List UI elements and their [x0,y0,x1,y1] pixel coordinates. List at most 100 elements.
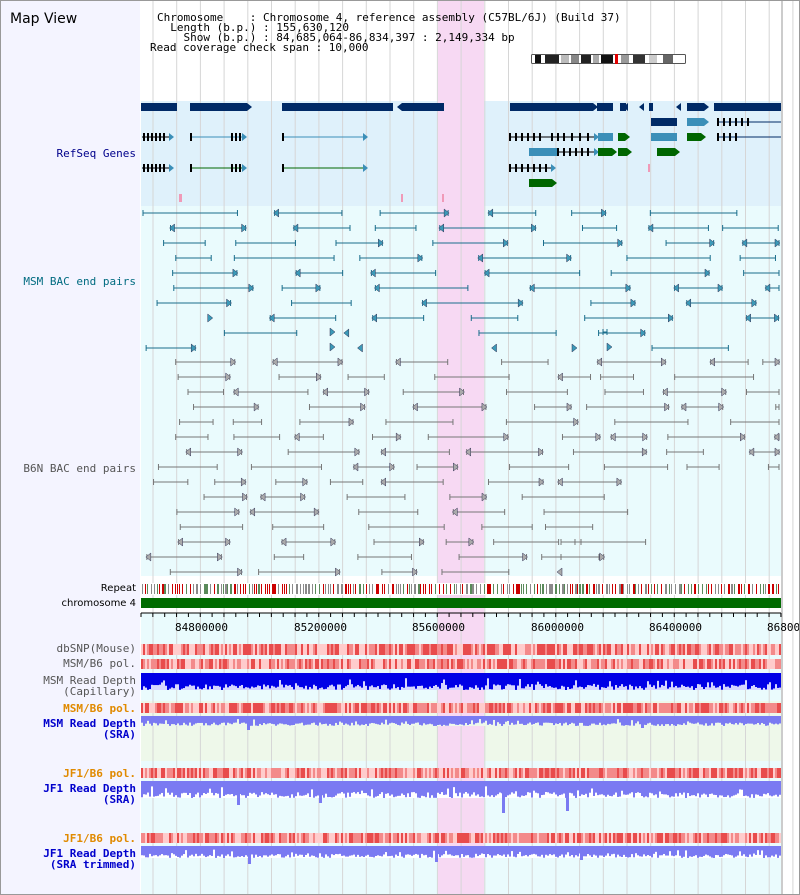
heat-cell [195,833,197,843]
depth-bar [395,673,397,689]
depth-bar [303,673,305,689]
heat-cell [359,659,361,669]
heat-cell [253,768,255,778]
depth-bar [777,716,779,725]
depth-bar [167,781,169,793]
depth-bar [751,716,753,724]
bac-end-arrow [259,492,266,502]
heat-cell [619,833,621,843]
depth-bar [775,781,777,795]
gene-feature [651,118,677,126]
repeat-mark [460,584,461,594]
heat-cell [377,644,379,655]
heat-cell [511,644,513,655]
depth-bar [293,716,295,725]
track-label-repeat: Repeat [100,583,136,594]
heat-cell [693,833,695,843]
depth-bar [459,673,461,685]
bac-end-arrow [685,298,692,308]
heat-cell [721,659,723,669]
heat-cell [599,659,601,669]
depth-bar [347,846,349,857]
depth-bar [721,846,723,857]
depth-bar [601,846,603,856]
depth-bar [365,781,367,794]
heat-cell [719,833,721,843]
depth-bar [253,716,255,720]
heat-cell [351,644,353,655]
depth-bar [289,673,291,686]
heat-cell [563,768,565,778]
depth-bar [493,846,495,856]
exon-mark [509,164,511,172]
depth-bar [291,846,293,853]
bac-end-arrow [599,552,606,562]
depth-bar [381,716,383,723]
heat-cell [347,659,349,669]
chromosome-ideogram[interactable] [531,54,686,64]
depth-bar [743,846,745,855]
heat-cell [383,659,385,669]
depth-bar [165,716,167,721]
heat-cell [435,659,437,669]
depth-bar [339,781,341,794]
heat-cell [191,768,193,778]
depth-bar [671,781,673,797]
depth-bar [281,781,283,797]
depth-bar [619,716,621,723]
heat-cell [665,644,667,655]
depth-bar [323,716,325,724]
heat-cell [367,659,369,669]
depth-spike [502,781,505,813]
heat-cell [409,833,411,843]
heat-cell [251,703,253,713]
depth-bar [239,673,241,686]
repeat-mark [470,584,472,594]
depth-bar [427,673,429,689]
heat-cell [557,644,559,655]
heat-cell [333,659,335,669]
transcript-arrow [242,133,247,141]
heat-cell [713,659,715,669]
heat-cell [437,659,439,669]
depth-bar [495,781,497,796]
repeat-mark [396,584,397,594]
heat-cell [447,833,449,843]
heat-cell [457,659,459,669]
repeat-mark [559,584,560,594]
heat-cell [507,833,509,843]
heat-cell [489,703,491,713]
depth-bar [181,716,183,726]
heat-cell [143,768,145,778]
depth-bar [719,716,721,723]
depth-bar [265,673,267,687]
heat-cell [619,768,621,778]
heat-cell [289,703,291,713]
bac-pair [501,359,549,365]
depth-bar [233,846,235,858]
heat-cell [603,644,605,655]
depth-bar [427,716,429,725]
depth-bar [387,846,389,857]
heat-cell [287,644,289,655]
depth-bar [743,716,745,726]
heat-cell [143,703,145,713]
heat-cell [439,703,441,713]
marker [648,164,650,172]
depth-bar [717,673,719,688]
heat-cell [685,703,687,713]
depth-bar [171,846,173,854]
repeat-mark [217,584,219,594]
depth-bar [489,716,491,724]
heat-cell [237,644,239,655]
depth-bar [463,846,465,857]
depth-bar [363,716,365,726]
axis-tick-label: 86800 [767,621,800,634]
heat-cell [177,644,179,655]
heat-cell [683,644,685,655]
gene-arrow [397,103,402,111]
depth-bar [415,846,417,854]
heat-cell [773,659,775,669]
heat-cell [749,768,751,778]
